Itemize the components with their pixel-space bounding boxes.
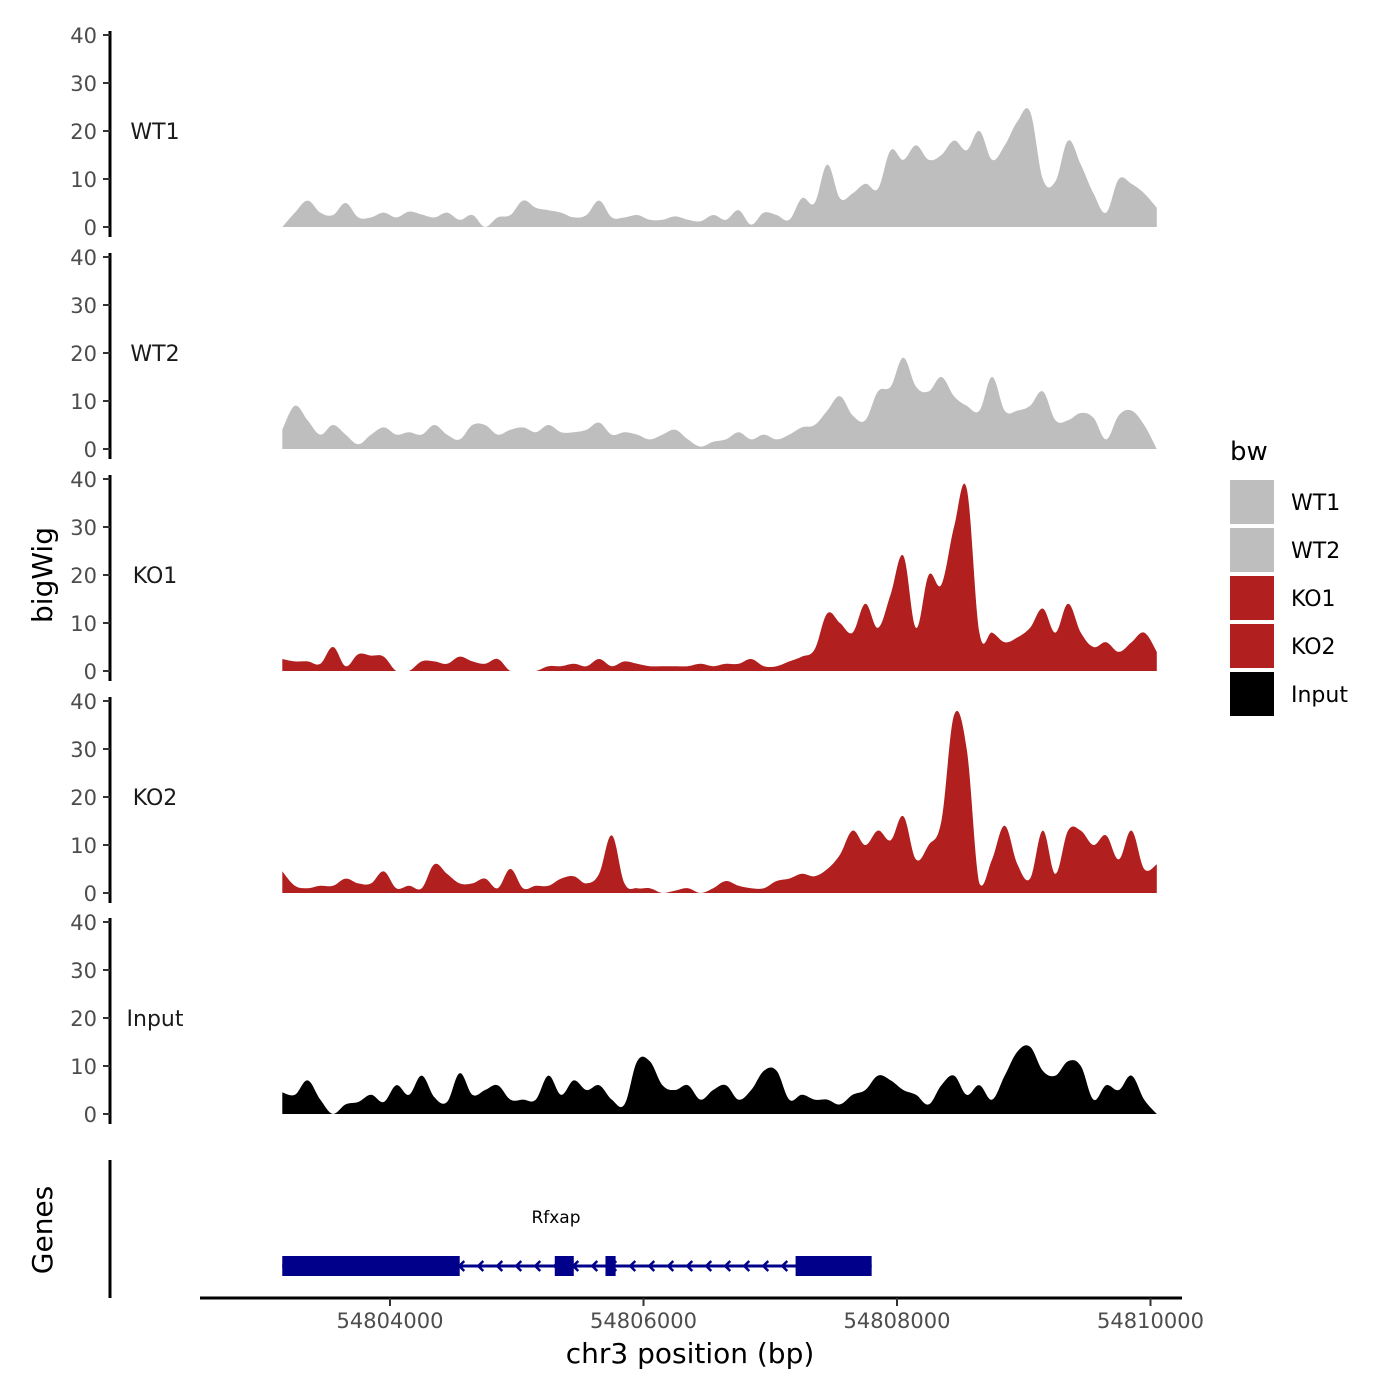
y-axis-label: bigWig bbox=[26, 527, 59, 623]
legend-label: KO2 bbox=[1291, 635, 1336, 660]
signal-area-ko1 bbox=[282, 483, 1157, 671]
y-tick-label: 40 bbox=[70, 911, 97, 935]
y-tick-label: 30 bbox=[70, 294, 97, 318]
strand-arrow bbox=[514, 1260, 523, 1272]
strand-arrow bbox=[780, 1260, 789, 1272]
y-tick-label: 10 bbox=[70, 1055, 97, 1079]
y-tick-label: 30 bbox=[70, 959, 97, 983]
strand-arrow bbox=[723, 1260, 732, 1272]
x-axis: 54804000 54806000 54808000 54810000 bbox=[200, 1296, 1204, 1333]
legend-key-wt1 bbox=[1230, 480, 1274, 524]
y-tick-label: 40 bbox=[70, 24, 97, 48]
strand-arrow bbox=[742, 1260, 751, 1272]
x-tick-label: 54804000 bbox=[337, 1309, 444, 1333]
x-tick-label: 54808000 bbox=[844, 1309, 951, 1333]
y-tick-label: 10 bbox=[70, 612, 97, 636]
y-tick-label: 20 bbox=[70, 786, 97, 810]
x-axis-label: chr3 position (bp) bbox=[566, 1337, 815, 1370]
signal-area-input bbox=[282, 1045, 1157, 1114]
signal-area-wt2 bbox=[282, 357, 1157, 449]
track-panel-ko2: 0 10 20 30 40 KO2 bbox=[70, 690, 1157, 906]
y-tick-label: 0 bbox=[84, 216, 97, 240]
signal-area-wt1 bbox=[282, 108, 1157, 227]
y-tick-label: 0 bbox=[84, 660, 97, 684]
y-tick-label: 0 bbox=[84, 882, 97, 906]
track-panel-input: 0 10 20 30 40 Input bbox=[70, 911, 1157, 1127]
gene-name-label: Rfxap bbox=[531, 1208, 580, 1228]
track-panel-ko1: 0 10 20 30 40 KO1 bbox=[70, 468, 1157, 684]
legend-key-ko1 bbox=[1230, 576, 1274, 620]
y-tick-label: 40 bbox=[70, 468, 97, 492]
y-tick-label: 0 bbox=[84, 438, 97, 462]
y-tick-label: 30 bbox=[70, 516, 97, 540]
strand-arrow bbox=[666, 1260, 675, 1272]
strand-arrow bbox=[476, 1260, 485, 1272]
track-panel-wt1: 0 10 20 30 40 WT1 bbox=[70, 24, 1157, 240]
y-tick-label: 40 bbox=[70, 690, 97, 714]
legend-label: WT1 bbox=[1291, 491, 1340, 516]
genes-axis-label: Genes bbox=[26, 1186, 59, 1274]
y-tick-label: 0 bbox=[84, 1103, 97, 1127]
track-label: Input bbox=[127, 1007, 184, 1032]
y-tick-label: 20 bbox=[70, 564, 97, 588]
y-tick-label: 10 bbox=[70, 834, 97, 858]
gene-exon bbox=[554, 1256, 574, 1276]
legend-label: KO1 bbox=[1291, 587, 1336, 612]
gene-exon bbox=[605, 1256, 616, 1276]
strand-arrow bbox=[590, 1260, 599, 1272]
strand-arrow bbox=[495, 1260, 504, 1272]
y-tick-label: 20 bbox=[70, 1007, 97, 1031]
signal-area-ko2 bbox=[282, 710, 1157, 893]
legend-key-ko2 bbox=[1230, 624, 1274, 668]
strand-arrow bbox=[685, 1260, 694, 1272]
track-label: KO1 bbox=[133, 564, 178, 589]
legend-label: Input bbox=[1291, 683, 1348, 708]
legend-key-wt2 bbox=[1230, 528, 1274, 572]
y-tick-label: 30 bbox=[70, 738, 97, 762]
tracks-layer: 0 10 20 30 40 WT1 0 10 20 30 40 WT2 0 10 20 30 40 KO1 0 10 2… bbox=[70, 24, 1157, 1127]
y-tick-label: 40 bbox=[70, 246, 97, 270]
gene-exon bbox=[795, 1256, 872, 1276]
legend: bw WT1 WT2 KO1 KO2 Input bbox=[1230, 437, 1348, 716]
strand-arrow bbox=[761, 1260, 770, 1272]
y-tick-label: 10 bbox=[70, 168, 97, 192]
strand-arrow bbox=[533, 1260, 542, 1272]
strand-arrow bbox=[647, 1260, 656, 1272]
track-label: KO2 bbox=[133, 786, 178, 811]
y-tick-label: 30 bbox=[70, 72, 97, 96]
y-tick-label: 10 bbox=[70, 390, 97, 414]
gene-exon bbox=[282, 1256, 460, 1276]
y-tick-label: 20 bbox=[70, 342, 97, 366]
track-label: WT2 bbox=[130, 342, 179, 367]
legend-key-input bbox=[1230, 672, 1274, 716]
y-tick-label: 20 bbox=[70, 120, 97, 144]
legend-title: bw bbox=[1230, 437, 1268, 467]
track-label: WT1 bbox=[130, 120, 179, 145]
x-tick-label: 54810000 bbox=[1097, 1309, 1204, 1333]
strand-arrow bbox=[628, 1260, 637, 1272]
legend-label: WT2 bbox=[1291, 539, 1340, 564]
track-panel-wt2: 0 10 20 30 40 WT2 bbox=[70, 246, 1157, 462]
gene-track: Rfxap bbox=[108, 1160, 872, 1298]
strand-arrow bbox=[704, 1260, 713, 1272]
x-tick-label: 54806000 bbox=[590, 1309, 697, 1333]
